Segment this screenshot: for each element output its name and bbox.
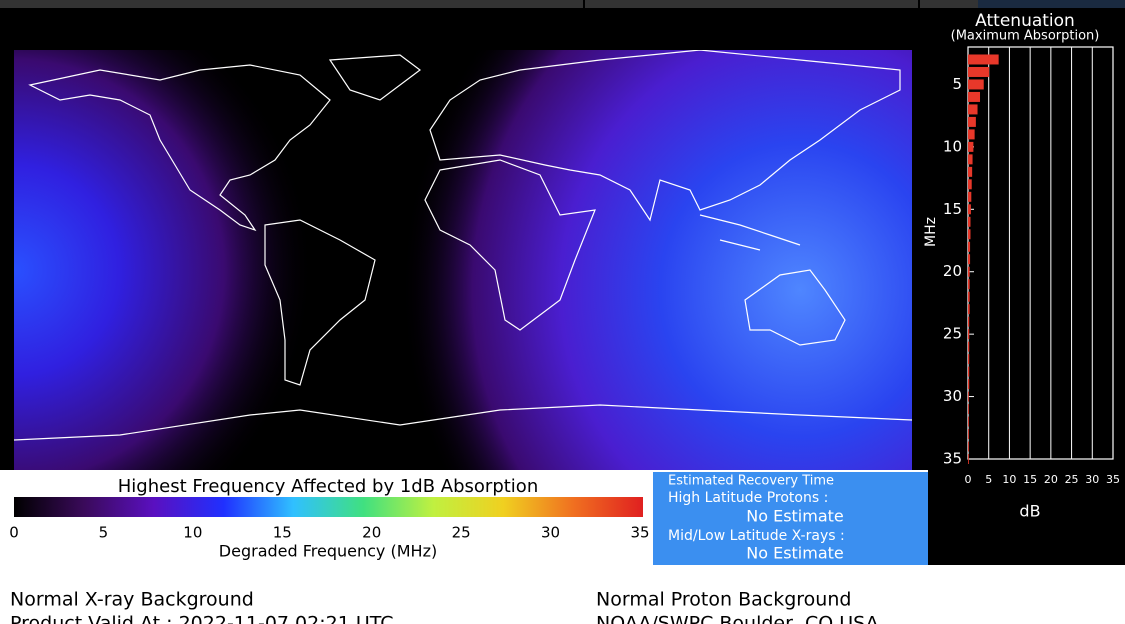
recovery-bg <box>653 472 928 565</box>
chart-title: Attenuation <box>975 11 1075 31</box>
colorbar-tick-label: 0 <box>9 524 19 542</box>
recovery-value: No Estimate <box>746 507 844 526</box>
y-tick-label: 5 <box>952 75 962 93</box>
x-tick-label: 15 <box>1023 473 1037 486</box>
bar <box>968 179 972 190</box>
y-axis-label: MHz <box>923 217 939 247</box>
colorbar: Highest Frequency Affected by 1dB Absorp… <box>9 476 649 561</box>
x-axis-label: dB <box>1019 502 1040 521</box>
coastline <box>424 159 596 331</box>
bar <box>968 229 971 240</box>
bar <box>968 254 971 265</box>
bar <box>968 104 978 115</box>
y-tick-label: 10 <box>943 137 962 155</box>
colorbar-tick-label: 20 <box>362 524 381 542</box>
coastline <box>699 214 801 251</box>
bar <box>968 341 970 352</box>
x-tick-label: 35 <box>1106 473 1120 486</box>
y-tick-label: 20 <box>943 262 962 280</box>
coastline <box>429 50 901 222</box>
bar <box>968 241 971 252</box>
bar <box>968 154 973 165</box>
coastline <box>28 64 331 232</box>
absorption-map <box>14 50 912 470</box>
bar <box>968 291 970 302</box>
dayside-absorption <box>14 50 912 470</box>
x-tick-label: 0 <box>965 473 972 486</box>
x-tick-label: 25 <box>1065 473 1079 486</box>
chart-subtitle: (Maximum Absorption) <box>951 29 1100 44</box>
bar <box>968 416 969 427</box>
bar <box>968 454 969 464</box>
colorbar-title: Highest Frequency Affected by 1dB Absorp… <box>118 476 538 497</box>
recovery-title: Estimated Recovery Time <box>668 474 834 489</box>
colorbar-scale <box>14 497 643 517</box>
bar <box>968 141 974 152</box>
x-tick-label: 20 <box>1044 473 1058 486</box>
bar <box>968 66 990 77</box>
divider <box>583 0 585 8</box>
bar <box>968 116 976 127</box>
recovery-value: No Estimate <box>746 544 844 563</box>
bar <box>968 266 970 277</box>
attenuation-chart: Attenuation (Maximum Absorption) MHz dB … <box>923 11 1120 521</box>
bar <box>968 366 970 377</box>
y-tick-label: 15 <box>943 200 962 218</box>
colorbar-tick-label: 5 <box>99 524 109 542</box>
bar <box>968 404 969 415</box>
status-text: Normal Proton Background <box>596 589 851 611</box>
bar <box>968 316 970 327</box>
coastline <box>14 404 912 441</box>
y-tick-label: 30 <box>943 387 962 405</box>
status-text: Product Valid At : 2022-11-07 02:21 UTC <box>10 613 394 624</box>
x-tick-label: 5 <box>985 473 992 486</box>
status-text: Normal X-ray Background <box>10 589 254 611</box>
bar <box>968 79 984 90</box>
coastline <box>328 54 421 101</box>
y-tick-label: 35 <box>943 450 962 468</box>
recovery-box: Estimated Recovery Time High Latitude Pr… <box>653 472 928 565</box>
colorbar-tick-label: 35 <box>630 524 649 542</box>
x-tick-label: 10 <box>1002 473 1016 486</box>
y-tick-label: 25 <box>943 325 962 343</box>
bar <box>968 354 970 365</box>
colorbar-tick-label: 10 <box>183 524 202 542</box>
bar <box>968 391 969 402</box>
status-text: NOAA/SWPC Boulder, CO USA <box>596 613 879 624</box>
top-strip <box>0 0 1125 8</box>
bar <box>968 429 969 440</box>
dark-panel <box>928 470 1125 565</box>
recovery-label: Mid/Low Latitude X-rays : <box>668 528 845 544</box>
bar <box>968 191 972 202</box>
bar <box>968 204 971 215</box>
bar <box>968 379 970 390</box>
recovery-label: High Latitude Protons : <box>668 490 828 506</box>
colorbar-tick-label: 30 <box>541 524 560 542</box>
bar <box>968 304 970 315</box>
x-tick-label: 30 <box>1085 473 1099 486</box>
bar <box>968 91 981 102</box>
colorbar-tick-label: 15 <box>273 524 292 542</box>
bar <box>968 441 969 452</box>
bar <box>968 279 970 290</box>
bar <box>968 166 973 177</box>
bar <box>968 216 971 227</box>
top-strip-tab <box>978 0 1125 8</box>
colorbar-tick-label: 25 <box>452 524 471 542</box>
colorbar-label: Degraded Frequency (MHz) <box>219 542 437 561</box>
bar <box>968 129 975 140</box>
coastline <box>264 219 376 386</box>
coastline <box>744 269 846 346</box>
bar <box>968 54 999 65</box>
divider <box>918 0 920 8</box>
bar <box>968 329 970 340</box>
